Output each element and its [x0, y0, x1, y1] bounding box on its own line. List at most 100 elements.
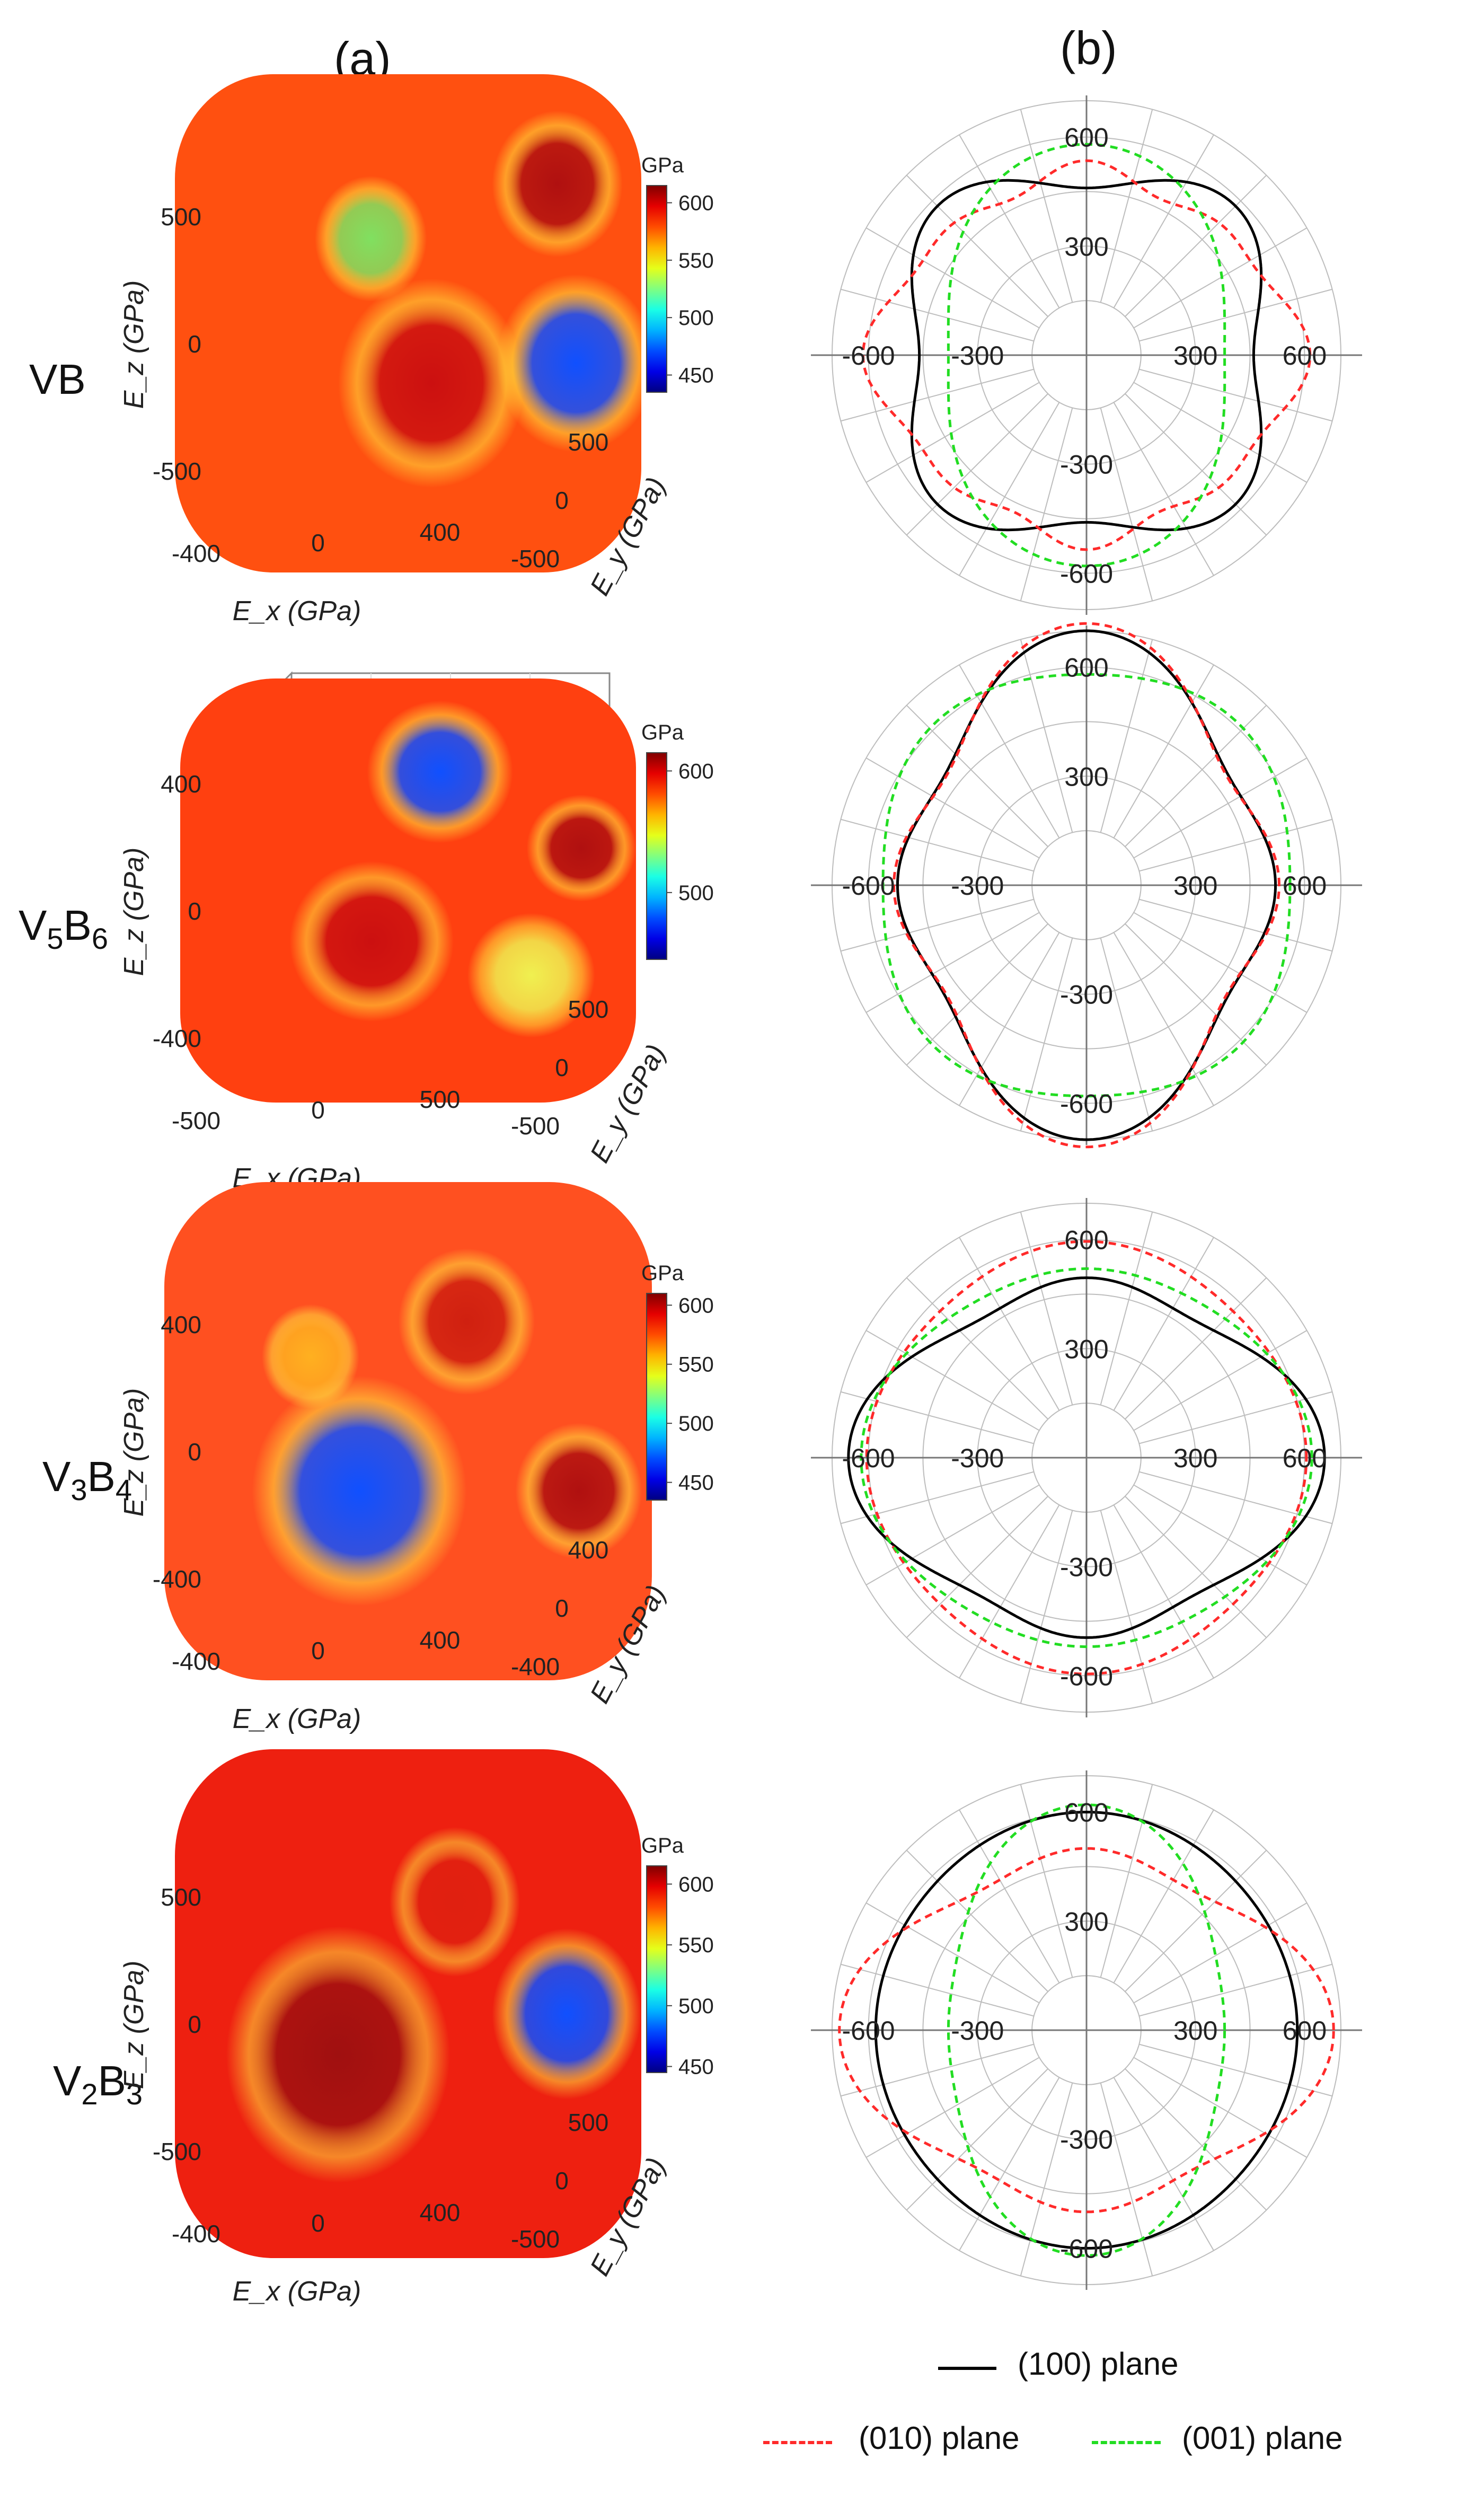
grid-spoke	[1100, 938, 1153, 1131]
grid-spoke	[865, 1330, 1040, 1431]
young-modulus-surface	[180, 678, 636, 1103]
surface-region	[389, 1827, 520, 1977]
surface-region	[497, 274, 641, 452]
series-100-plane	[874, 1811, 1299, 2250]
legend-label-001: (001) plane	[1182, 2420, 1343, 2456]
r-tick-label: 300	[1173, 341, 1217, 371]
colorbar-tick-label: 600	[678, 760, 714, 783]
grid-spoke	[1125, 1277, 1267, 1420]
x-axis-label: E_x (GPa)	[233, 2276, 361, 2307]
r-tick-label: -300	[951, 2016, 1004, 2046]
grid-spoke	[1133, 757, 1308, 859]
z-tick-label: 0	[188, 897, 201, 925]
grid-spoke	[1113, 1237, 1214, 1411]
colorbar-unit: GPa	[641, 154, 684, 177]
colorbar-unit: GPa	[641, 721, 684, 744]
grid-spoke	[906, 174, 1048, 317]
legend-swatch-001	[1092, 2441, 1161, 2444]
grid-spoke	[1020, 639, 1073, 833]
young-modulus-surface	[175, 74, 641, 572]
surface-panel-v5b6: 400 0 -400 -500 0 500 500 0 -500 E_z (GPa) E_x (GP…	[119, 671, 714, 1194]
grid-spoke	[1113, 402, 1214, 576]
polar-chart-svg: -600 -300 300 600 300 600 -300 -600	[811, 1770, 1362, 2290]
x-tick-label: 0	[311, 529, 325, 557]
grid-spoke	[841, 818, 1034, 872]
polar-chart-svg: -600 -300 300 600 300 600 -300 -600	[811, 1198, 1362, 1717]
young-modulus-surface	[164, 1182, 652, 1680]
grid-spoke	[1100, 1212, 1153, 1405]
surface-region	[338, 278, 525, 488]
x-axis-label: E_x (GPa)	[233, 596, 361, 627]
z-axis-label: E_z (GPa)	[119, 280, 149, 409]
y-tick-label: 400	[568, 1536, 609, 1564]
grid-spoke	[959, 664, 1060, 839]
z-tick-label: 400	[161, 770, 201, 798]
y-tick-label: 500	[568, 2109, 609, 2136]
r-tick-label: -600	[1060, 559, 1113, 588]
grid-spoke	[959, 402, 1060, 576]
y-tick-label: 500	[568, 995, 609, 1023]
grid-spoke	[1139, 1391, 1332, 1444]
grid-spoke	[1139, 368, 1332, 422]
grid-spoke	[1133, 382, 1308, 483]
legend-swatch-010	[763, 2441, 832, 2444]
grid-spoke	[1020, 408, 1073, 601]
x-tick-label: 0	[311, 1637, 325, 1664]
surface-panel-vb: 500 0 -500 -400 0 400 500 0 -500 E_z (GPa) E_x (GP…	[119, 74, 714, 652]
polar-panel-v2b3: -600 -300 300 600 300 600 -300 -600	[784, 1765, 1389, 2295]
grid-spoke	[1020, 1212, 1073, 1405]
grid-spoke	[1020, 1510, 1073, 1704]
z-tick-label: 0	[188, 330, 201, 358]
legend-label-100: (100) plane	[1018, 2346, 1179, 2382]
surface-chart-svg: 400 0 -400 -400 0 400 400 0 -400 E_z (GPa) E_x (GP…	[119, 1182, 714, 1734]
grid-spoke	[1100, 639, 1153, 833]
colorbar	[646, 185, 667, 393]
y-tick-label: -500	[511, 2225, 560, 2253]
y-tick-label: 500	[568, 428, 609, 456]
polar-panel-v5b6: -600 -300 300 600 300 600 -300 -600	[784, 620, 1389, 1150]
r-tick-label: 600	[1283, 2016, 1327, 2046]
colorbar-tick-label: 500	[678, 1412, 714, 1435]
r-tick-label: 300	[1064, 232, 1108, 261]
x-tick-label: 0	[311, 2209, 325, 2237]
surface-panel-v3b4: 400 0 -400 -400 0 400 400 0 -400 E_z (GPa) E_x (GP…	[119, 1182, 714, 1760]
grid-spoke	[959, 134, 1060, 309]
r-tick-label: 300	[1064, 762, 1108, 791]
surface-region	[367, 700, 513, 843]
grid-spoke	[1133, 912, 1308, 1013]
row-label-v5b6: V5B6	[19, 901, 108, 956]
r-tick-label: 600	[1283, 1443, 1327, 1473]
grid-spoke	[1139, 898, 1332, 952]
series-100-plane	[910, 179, 1263, 532]
grid-spoke	[1113, 1504, 1214, 1679]
surface-region	[515, 1423, 642, 1559]
y-tick-label: -400	[511, 1653, 560, 1680]
r-tick-label: -300	[1060, 2125, 1113, 2155]
row-label-v2b3: V2B3	[53, 2057, 143, 2111]
series-100-plane	[847, 1276, 1326, 1639]
legend: (100) plane (010) plane (001) plane	[763, 2253, 1452, 2475]
grid-spoke	[1100, 2083, 1153, 2276]
grid-spoke	[865, 2057, 1040, 2158]
grid-spoke	[959, 1237, 1060, 1411]
surface-region	[492, 1928, 641, 2100]
y-tick-label: 0	[555, 487, 569, 514]
colorbar-tick-label: 500	[678, 882, 714, 905]
r-tick-label: -600	[1060, 1661, 1113, 1691]
polar-chart-svg: -600 -300 300 600 300 600 -300 -600	[811, 622, 1362, 1149]
colorbar-tick-label: 600	[678, 1294, 714, 1317]
z-tick-label: -400	[153, 1025, 201, 1052]
grid-spoke	[1020, 2083, 1073, 2276]
grid-spoke	[865, 1902, 1040, 2004]
surface-region	[398, 1248, 535, 1395]
colorbar-unit: GPa	[641, 1262, 684, 1285]
series-010-plane	[865, 1240, 1308, 1676]
r-tick-label: -300	[951, 871, 1004, 901]
surface-region	[315, 175, 427, 302]
r-tick-label: -600	[842, 871, 895, 901]
grid-spoke	[1100, 1784, 1153, 1978]
r-tick-label: -600	[842, 1443, 895, 1473]
y-tick-label: -500	[511, 1112, 560, 1140]
r-tick-label: -600	[1060, 2234, 1113, 2263]
